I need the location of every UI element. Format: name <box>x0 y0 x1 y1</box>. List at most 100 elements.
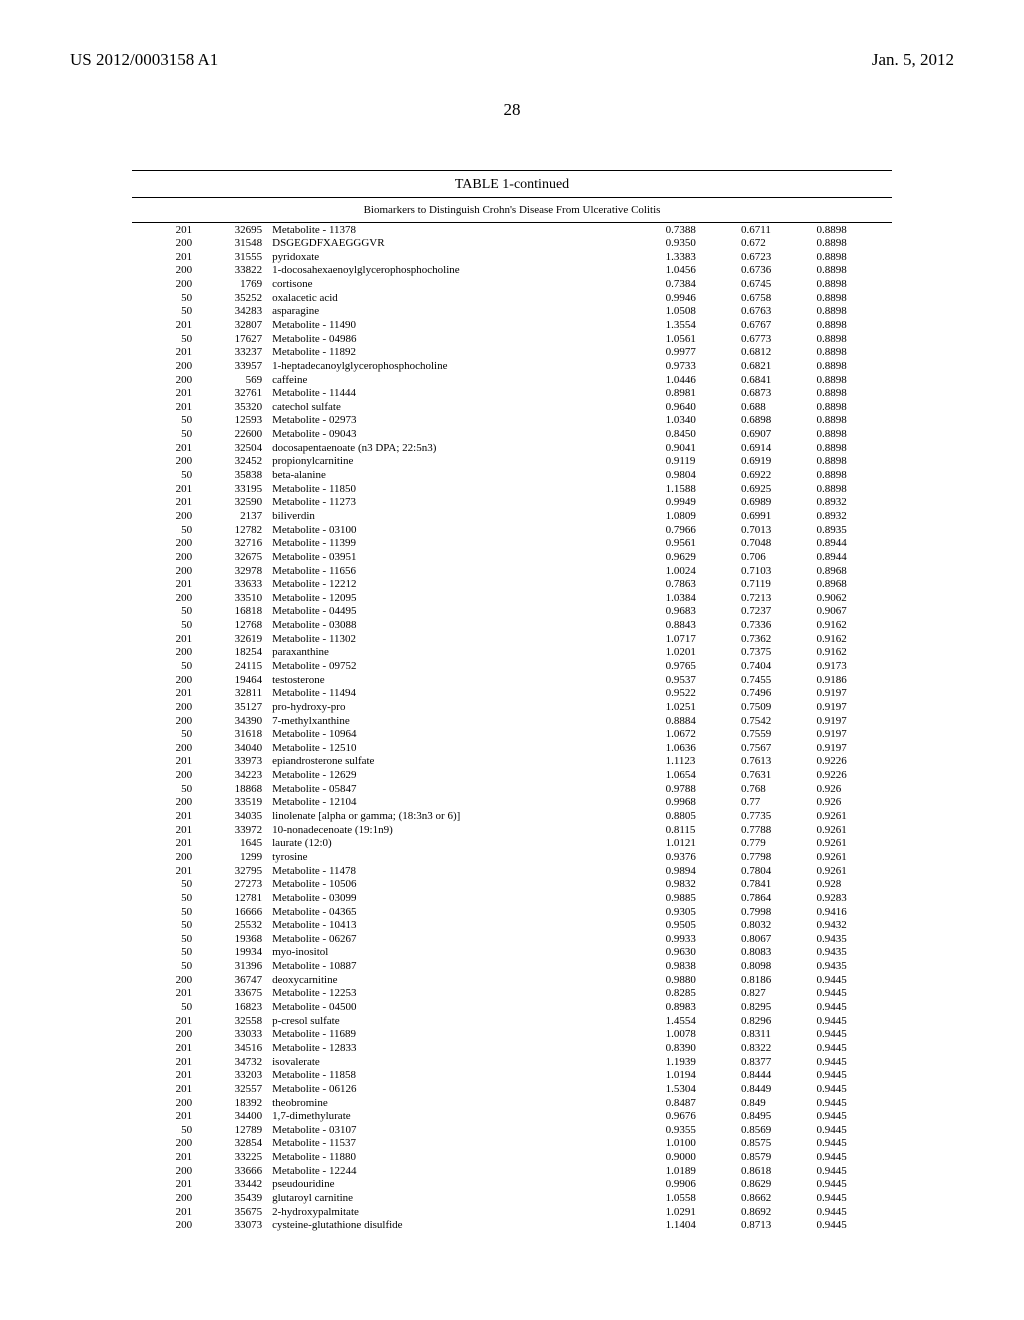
table-cell: 0.9041 <box>666 441 741 455</box>
table-cell: 0.6919 <box>741 455 816 469</box>
table-cell: 201 <box>132 250 202 264</box>
table-row: 20133973epiandrosterone sulfate1.11230.7… <box>132 755 892 769</box>
table-cell: 0.6873 <box>741 387 816 401</box>
table-cell: 0.7375 <box>741 646 816 660</box>
table-cell: 0.9162 <box>817 646 893 660</box>
table-cell: 0.9119 <box>666 455 741 469</box>
table-row: 5035252oxalacetic acid0.99460.67580.8898 <box>132 291 892 305</box>
table-cell: 200 <box>132 741 202 755</box>
table-cell: 0.8843 <box>666 619 741 633</box>
table-cell: 0.6745 <box>741 278 816 292</box>
table-row: 5031618Metabolite - 109641.06720.75590.9… <box>132 728 892 742</box>
table-row: 2001299tyrosine0.93760.77980.9261 <box>132 850 892 864</box>
table-cell: 0.7336 <box>741 619 816 633</box>
table-cell: 1.0121 <box>666 837 741 851</box>
table-cell: 0.8449 <box>741 1082 816 1096</box>
table-cell: 34732 <box>202 1055 272 1069</box>
table-cell: 33225 <box>202 1151 272 1165</box>
table-cell: 0.8898 <box>817 455 893 469</box>
table-row: 20032452propionylcarnitine0.91190.69190.… <box>132 455 892 469</box>
table-cell: 0.8898 <box>817 318 893 332</box>
table-cell: 201 <box>132 400 202 414</box>
table-cell: 0.9435 <box>817 960 893 974</box>
table-cell: 0.9350 <box>666 237 741 251</box>
table-cell: Metabolite - 02973 <box>272 414 665 428</box>
table-cell: 0.9376 <box>666 850 741 864</box>
table-cell: Metabolite - 11537 <box>272 1137 665 1151</box>
table-cell: 50 <box>132 919 202 933</box>
table-cell: 32558 <box>202 1014 272 1028</box>
table-cell: 0.8898 <box>817 305 893 319</box>
table-cell: 0.9977 <box>666 346 741 360</box>
table-cell: 0.8295 <box>741 1001 816 1015</box>
table-row: 20035439glutaroyl carnitine1.05580.86620… <box>132 1191 892 1205</box>
table-cell: 0.8932 <box>817 509 893 523</box>
table-cell: 33237 <box>202 346 272 360</box>
table-cell: cysteine-glutathione disulfide <box>272 1219 665 1233</box>
table-cell: 7-methylxanthine <box>272 714 665 728</box>
table-cell: 1.0291 <box>666 1205 741 1219</box>
table-cell: 32590 <box>202 496 272 510</box>
table-cell: Metabolite - 11689 <box>272 1028 665 1042</box>
table-row: 20133195Metabolite - 118501.15880.69250.… <box>132 482 892 496</box>
table-cell: 1.3383 <box>666 250 741 264</box>
table-cell: 201 <box>132 1041 202 1055</box>
table-cell: 200 <box>132 264 202 278</box>
table-cell: 1.1588 <box>666 482 741 496</box>
page-container: US 2012/0003158 A1 Jan. 5, 2012 28 TABLE… <box>0 0 1024 1272</box>
table-cell: 16823 <box>202 1001 272 1015</box>
table-cell: 0.8968 <box>817 578 893 592</box>
table-cell: 32761 <box>202 387 272 401</box>
table-cell: 0.8983 <box>666 1001 741 1015</box>
table-row: 201356752-hydroxypalmitate1.02910.86920.… <box>132 1205 892 1219</box>
table-cell: 1.0078 <box>666 1028 741 1042</box>
table-cell: 0.8450 <box>666 428 741 442</box>
table-cell: 0.8898 <box>817 346 893 360</box>
table-cell: 34516 <box>202 1041 272 1055</box>
table-cell: 33519 <box>202 796 272 810</box>
table-cell: 0.6711 <box>741 223 816 237</box>
table-cell: 0.7237 <box>741 605 816 619</box>
table-row: 20132807Metabolite - 114901.35540.67670.… <box>132 318 892 332</box>
table-subtitle: Biomarkers to Distinguish Crohn's Diseas… <box>132 198 892 222</box>
table-cell: 0.6763 <box>741 305 816 319</box>
table-cell: 0.6914 <box>741 441 816 455</box>
table-cell: 1.0100 <box>666 1137 741 1151</box>
table-cell: 0.928 <box>817 878 893 892</box>
table-cell: 0.8944 <box>817 550 893 564</box>
table-row: 20132795Metabolite - 114780.98940.78040.… <box>132 864 892 878</box>
table-cell: 33510 <box>202 591 272 605</box>
table-cell: biliverdin <box>272 509 665 523</box>
table-row: 20033510Metabolite - 120951.03840.72130.… <box>132 591 892 605</box>
table-cell: 16818 <box>202 605 272 619</box>
table-cell: 12768 <box>202 619 272 633</box>
table-cell: 0.9416 <box>817 905 893 919</box>
table-cell: 34223 <box>202 769 272 783</box>
table-cell: 0.8898 <box>817 428 893 442</box>
table-cell: DSGEGDFXAEGGGVR <box>272 237 665 251</box>
table-row: 20033666Metabolite - 122441.01890.86180.… <box>132 1164 892 1178</box>
table-cell: 201 <box>132 1205 202 1219</box>
table-cell: 32807 <box>202 318 272 332</box>
table-cell: 19464 <box>202 673 272 687</box>
table-cell: 0.7735 <box>741 810 816 824</box>
table-cell: 0.706 <box>741 550 816 564</box>
table-cell: 201 <box>132 755 202 769</box>
table-cell: Metabolite - 11656 <box>272 564 665 578</box>
table-cell: 0.9522 <box>666 687 741 701</box>
table-cell: paraxanthine <box>272 646 665 660</box>
table-row: 5019934myo-inositol0.96300.80830.9435 <box>132 946 892 960</box>
table-cell: 18254 <box>202 646 272 660</box>
table-cell: 0.9445 <box>817 1055 893 1069</box>
doc-date: Jan. 5, 2012 <box>872 50 954 70</box>
table-row: 5019368Metabolite - 062670.99330.80670.9… <box>132 932 892 946</box>
table-cell: 0.9445 <box>817 1151 893 1165</box>
table-cell: cortisone <box>272 278 665 292</box>
table-cell: 0.7048 <box>741 537 816 551</box>
table-cell: 0.9445 <box>817 1205 893 1219</box>
table-cell: 31555 <box>202 250 272 264</box>
table-cell: 0.6821 <box>741 359 816 373</box>
table-cell: 200 <box>132 1137 202 1151</box>
table-cell: 200 <box>132 1219 202 1233</box>
table-cell: Metabolite - 12104 <box>272 796 665 810</box>
